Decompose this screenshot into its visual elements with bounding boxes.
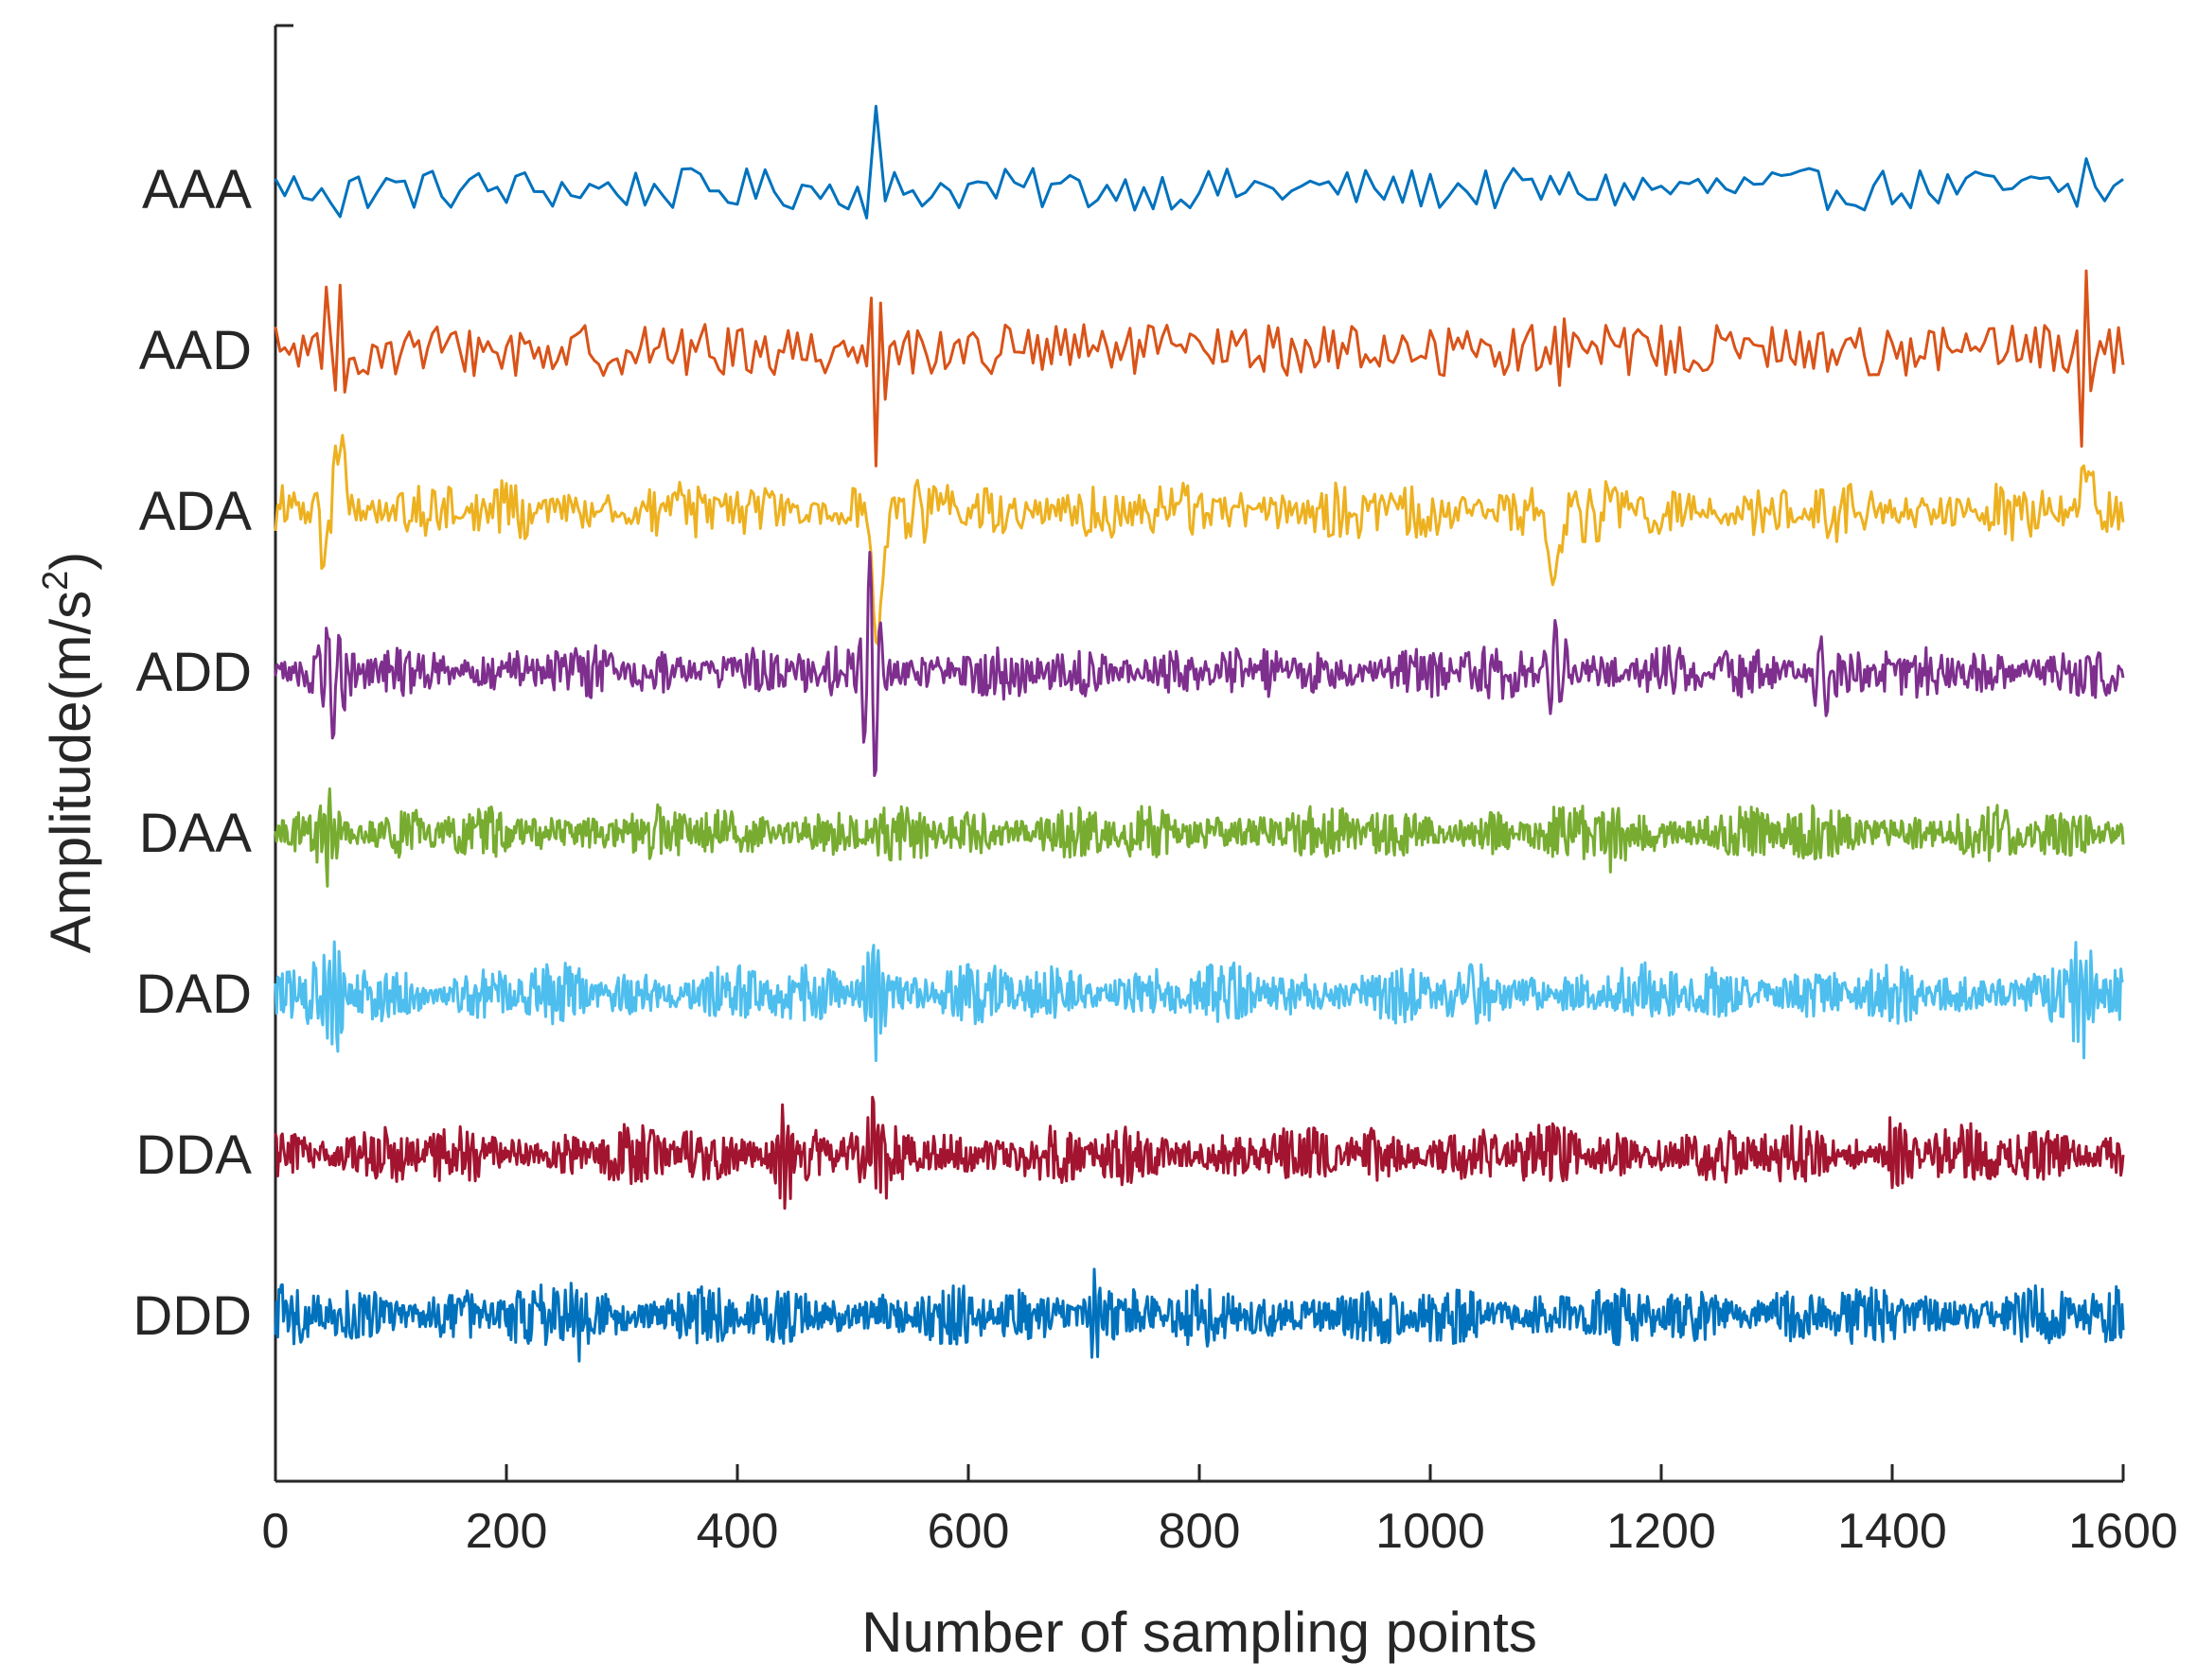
x-ticks: 0 200 400 600 800 1000 1200 1400 1600: [262, 1464, 2178, 1559]
axes: [274, 24, 2123, 1483]
series-labels: AAA AAD ADA ADD DAA DAD DDA DDD: [133, 159, 252, 1347]
series-dad-line: [274, 940, 2125, 1063]
series-label-aaa: AAA: [142, 159, 252, 221]
series-add-line: [274, 551, 2125, 777]
x-tick-label: 1000: [1375, 1504, 1485, 1559]
series-group: [274, 104, 2125, 1363]
series-label-dda: DDA: [136, 1124, 253, 1186]
y-axis-title-superscript: 2: [36, 571, 76, 591]
series-aad-line: [274, 269, 2125, 468]
x-tick-label: 200: [466, 1504, 548, 1559]
x-tick-label: 400: [697, 1504, 779, 1559]
series-aaa-line: [274, 104, 2124, 220]
y-axis-title: Amplitude(m/s2): [36, 552, 102, 954]
series-label-aad: AAD: [139, 320, 252, 381]
x-tick-label: 800: [1159, 1504, 1241, 1559]
series-label-add: ADD: [136, 642, 252, 703]
x-tick-label: 1200: [1606, 1504, 1716, 1559]
series-label-dad: DAD: [136, 964, 252, 1025]
series-ddd-line: [274, 1267, 2125, 1363]
x-axis-title: Number of sampling points: [861, 1600, 1537, 1664]
x-tick-label: 1600: [2068, 1504, 2178, 1559]
y-axis-title-close: ): [39, 552, 102, 571]
series-label-daa: DAA: [139, 803, 253, 864]
series-label-ddd: DDD: [133, 1285, 252, 1347]
y-axis-title-main: Amplitude(m/s: [39, 591, 102, 953]
series-dda-line: [274, 1095, 2125, 1211]
x-tick-label: 600: [928, 1504, 1010, 1559]
x-tick-label: 0: [262, 1504, 290, 1559]
series-ada-line: [274, 433, 2125, 646]
x-tick-label: 1400: [1837, 1504, 1947, 1559]
series-daa-line: [274, 787, 2125, 888]
series-label-ada: ADA: [139, 481, 253, 542]
